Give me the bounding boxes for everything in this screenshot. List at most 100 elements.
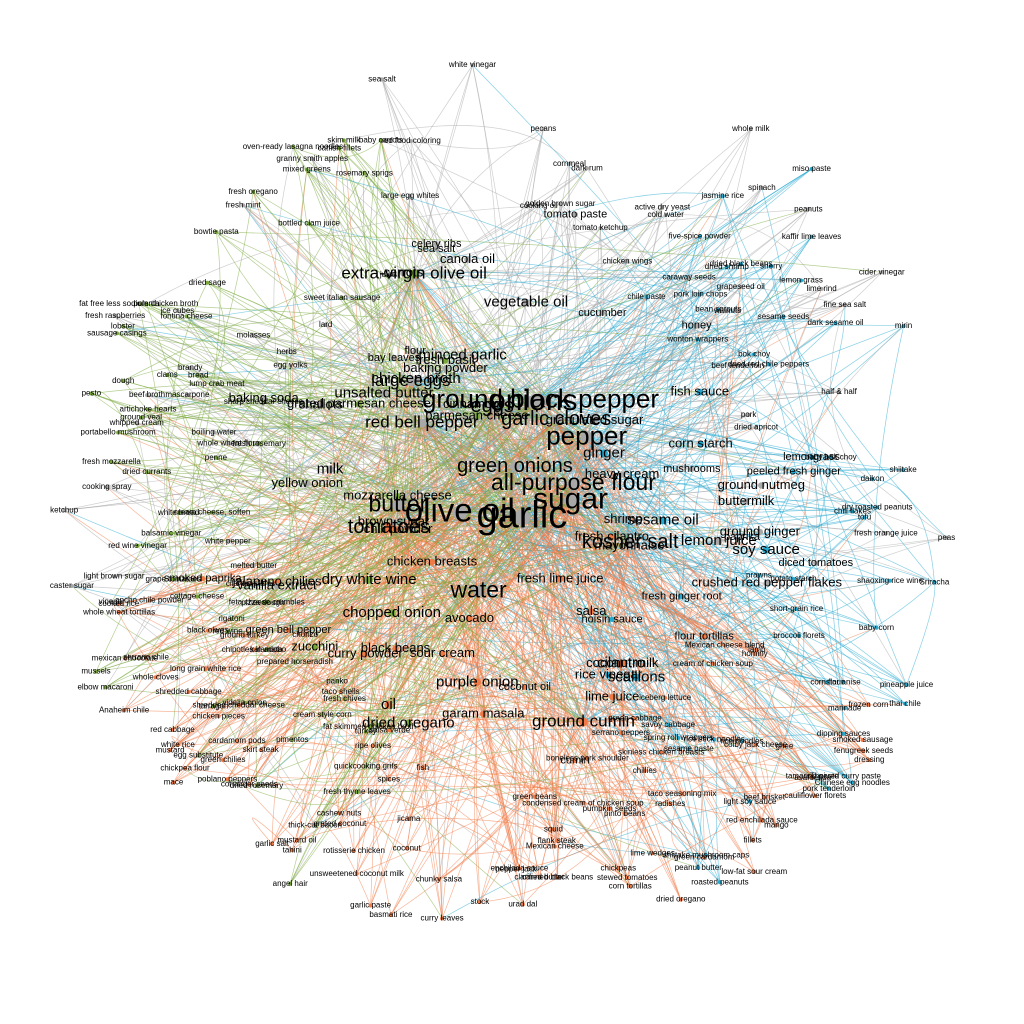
node-label: fresh rosemary	[233, 439, 286, 448]
graph-edge	[186, 316, 446, 369]
node-label: egg yolks	[273, 360, 307, 369]
graph-edge	[408, 437, 588, 820]
graph-edge	[629, 215, 674, 544]
graph-node-dot	[406, 816, 411, 821]
graph-node-dot	[509, 461, 520, 472]
graph-edge	[177, 310, 411, 382]
node-label: white vinegar	[448, 60, 496, 69]
node-label: mace	[164, 778, 184, 787]
graph-edge	[213, 500, 571, 707]
graph-edge	[252, 191, 391, 731]
graph-edge	[289, 437, 587, 884]
graph-edge	[408, 517, 523, 819]
graph-node-dot	[313, 823, 318, 828]
graph-edge	[177, 310, 628, 878]
graph-edge	[218, 527, 390, 717]
graph-edge	[122, 325, 399, 506]
graph-edge	[198, 578, 561, 756]
graph-edge	[123, 359, 411, 382]
graph-edge	[410, 64, 473, 382]
graph-edge	[376, 140, 443, 654]
graph-edge	[560, 578, 870, 761]
node-label: fine sea salt	[823, 300, 866, 309]
graph-edge	[212, 502, 460, 514]
graph-node-dot	[622, 811, 627, 816]
graph-node-dot	[826, 786, 831, 791]
graph-edge	[406, 483, 574, 849]
graph-edge	[106, 486, 666, 699]
graph-node-dot	[442, 365, 449, 372]
graph-edge	[540, 203, 564, 401]
graph-node-dot	[337, 146, 342, 151]
node-label: cream of chicken soup	[673, 659, 754, 668]
graph-node-dot	[680, 791, 685, 796]
graph-node-dot	[363, 729, 368, 734]
graph-edge	[459, 512, 682, 900]
graph-node-dot	[380, 389, 388, 398]
graph-node-dot	[170, 727, 175, 732]
node-label: chili flakes	[834, 507, 871, 516]
graph-node-dot	[754, 648, 759, 652]
graph-node-dot	[850, 509, 855, 514]
graph-edge	[556, 325, 697, 421]
graph-node-dot	[944, 535, 949, 540]
graph-node-dot	[522, 684, 528, 690]
graph-edge	[187, 394, 869, 706]
graph-node-dot	[439, 650, 446, 657]
graph-edge	[421, 214, 666, 424]
graph-edge	[380, 140, 397, 276]
graph-edge	[111, 601, 584, 723]
node-label: pecans	[531, 124, 557, 133]
graph-edge	[198, 517, 523, 756]
graph-edge	[146, 205, 539, 305]
graph-edge	[184, 731, 366, 783]
graph-node-dot	[294, 838, 299, 843]
graph-edge	[521, 517, 844, 735]
graph-node-dot	[210, 510, 215, 515]
node-label: quickcooking grits	[334, 762, 398, 771]
graph-edge	[629, 209, 809, 544]
graph-node-dot	[185, 392, 190, 397]
node-label: serrano chile	[123, 653, 169, 662]
graph-node-dot	[480, 711, 487, 718]
node-label: pork	[741, 410, 758, 419]
graph-edge	[365, 466, 516, 732]
node-label: kalamata	[250, 645, 283, 654]
node-label: garlic paste	[350, 901, 391, 910]
node-label: flour	[404, 345, 426, 357]
node-label: cardamom pods	[208, 736, 265, 745]
graph-node-dot	[284, 349, 289, 354]
graph-node-dot	[679, 594, 685, 600]
node-label: honey	[682, 319, 712, 331]
graph-edge	[388, 527, 947, 562]
node-label: dried sage	[189, 278, 227, 287]
node-label: caster sugar	[50, 581, 94, 590]
graph-edge	[138, 303, 557, 421]
graph-edge	[586, 207, 663, 438]
graph-edge	[414, 261, 628, 275]
node-label: sweet italian sausage	[304, 293, 381, 302]
graph-edge	[364, 173, 523, 518]
node-label: mascarpone	[165, 390, 210, 399]
graph-node-dot	[797, 633, 801, 638]
graph-edge	[253, 236, 700, 567]
node-label: ginger	[583, 444, 625, 461]
node-label: baby carrots	[359, 135, 403, 144]
graph-edge	[830, 304, 878, 508]
graph-edge	[556, 391, 840, 421]
graph-edge	[252, 817, 293, 851]
graph-edge	[583, 721, 653, 854]
graph-edge	[71, 585, 584, 723]
graph-edge	[573, 481, 817, 564]
graph-edge	[630, 542, 756, 655]
graph-node-dot	[139, 415, 144, 420]
node-label: heavy cream	[585, 466, 659, 481]
graph-node-dot	[837, 390, 842, 395]
graph-edge	[472, 64, 558, 841]
graph-node-dot	[311, 643, 318, 651]
graph-node-dot	[904, 682, 909, 687]
graph-edge	[207, 282, 226, 384]
node-label: cucumber	[578, 307, 627, 319]
graph-node-dot	[261, 399, 266, 404]
node-label: dressing	[854, 755, 884, 764]
